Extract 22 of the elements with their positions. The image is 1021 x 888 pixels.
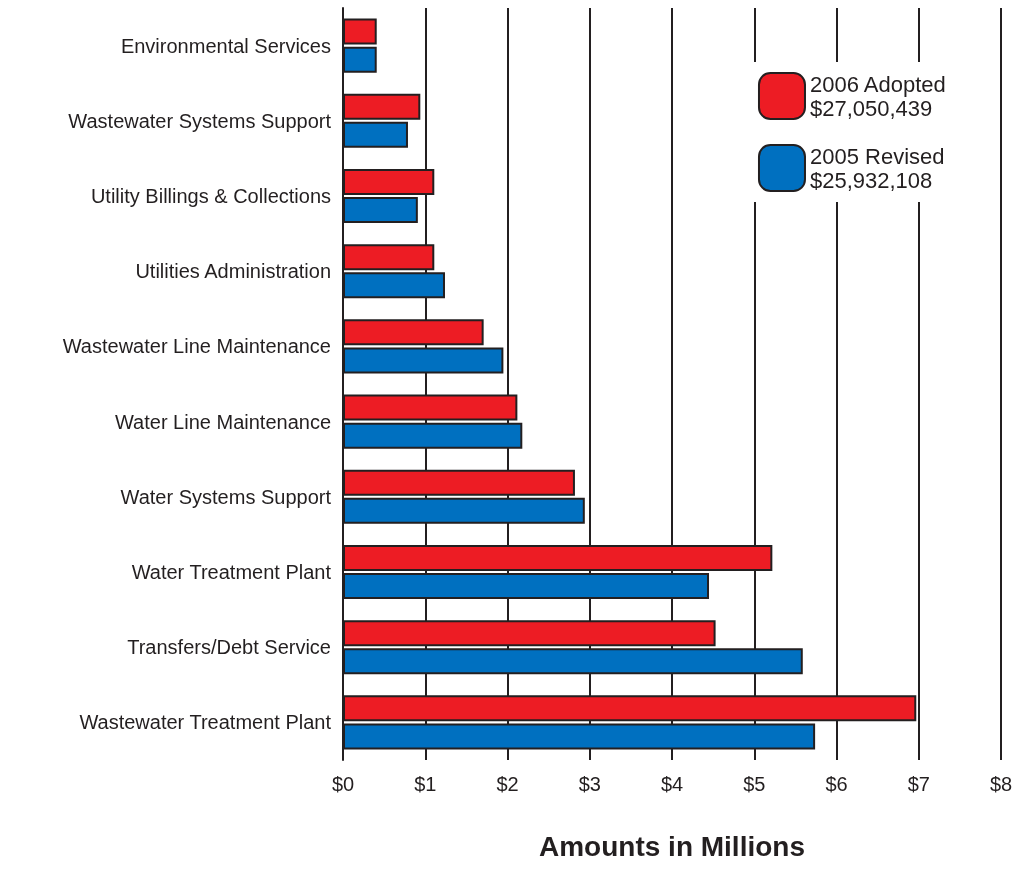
x-tick-label: $5 (743, 773, 766, 795)
x-tick-label: $6 (825, 773, 848, 795)
y-tick-label: Utility Billings & Collections (90, 185, 331, 207)
y-tick-label: Wastewater Line Maintenance (62, 335, 331, 358)
y-tick-label: Transfers/Debt Service (127, 636, 331, 659)
x-tick-label: $2 (496, 773, 519, 795)
x-tick-label: $1 (414, 773, 437, 795)
y-tick-label: Wastewater Systems Support (68, 109, 332, 132)
y-tick-label: Water Treatment Plant (131, 561, 332, 583)
x-tick-label: $8 (989, 773, 1013, 795)
y-tick-label: Water Systems Support (120, 485, 332, 508)
y-tick-label: Wastewater Treatment Plant (79, 711, 332, 734)
y-tick-label: Water Line Maintenance (114, 410, 331, 433)
x-tick-label: $3 (578, 773, 601, 795)
x-axis-title: Amounts in Millions (539, 830, 805, 862)
x-tick-label: $7 (907, 773, 930, 795)
x-tick-label: $4 (660, 773, 684, 795)
y-tick-label: Utilities Administration (135, 260, 331, 283)
legend-label: 2006 Adopted $27,050,439 (809, 71, 946, 121)
y-tick-label: Environmental Services (120, 34, 331, 57)
legend-label: 2005 Revised $25,932,108 (809, 143, 945, 193)
x-tick-label: $0 (331, 773, 355, 795)
